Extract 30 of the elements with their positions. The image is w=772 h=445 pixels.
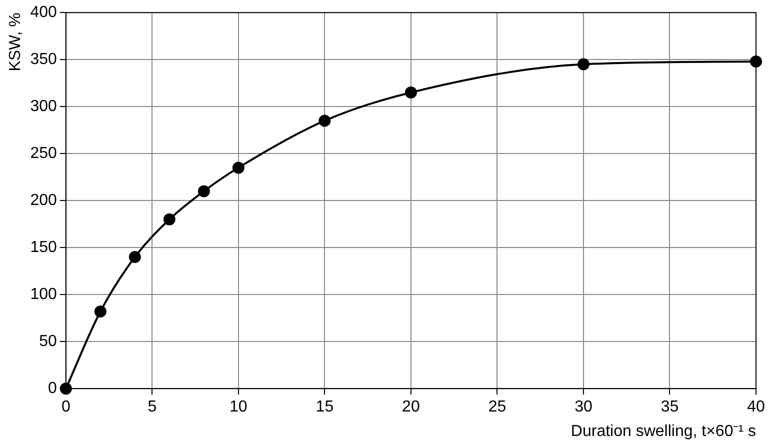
point <box>232 162 244 174</box>
y-tick-label: 300 <box>30 98 57 116</box>
x-tick-label: 0 <box>61 398 70 416</box>
x-tick-label: 10 <box>230 398 248 416</box>
x-tick-label: 25 <box>488 398 506 416</box>
y-axis-title: KSW, % <box>7 12 24 72</box>
x-tick-label: 5 <box>148 398 157 416</box>
y-tick-label: 250 <box>30 145 57 162</box>
y-tick-label: 0 <box>48 380 57 398</box>
y-tick-label: 200 <box>30 192 57 210</box>
point <box>128 251 141 263</box>
y-tick-label: 350 <box>30 51 57 68</box>
point <box>198 185 210 198</box>
x-tick-label: 20 <box>402 398 420 416</box>
point <box>577 58 590 70</box>
x-tick-label: 40 <box>747 398 765 416</box>
point <box>94 306 106 318</box>
x-tick-label: 15 <box>316 398 334 416</box>
point <box>750 55 762 68</box>
x-tick-label: 35 <box>660 398 679 416</box>
y-tick-label: 50 <box>39 333 57 350</box>
y-tick-label: 100 <box>30 286 57 304</box>
point <box>163 213 176 226</box>
y-tick-label: 150 <box>30 239 57 256</box>
x-tick-label: 30 <box>574 398 592 416</box>
point <box>318 114 331 127</box>
y-tick-label: 400 <box>30 4 57 22</box>
point <box>404 86 417 98</box>
point <box>60 382 72 395</box>
x-axis-title: Duration swelling, t×60⁻¹ s <box>570 422 756 440</box>
